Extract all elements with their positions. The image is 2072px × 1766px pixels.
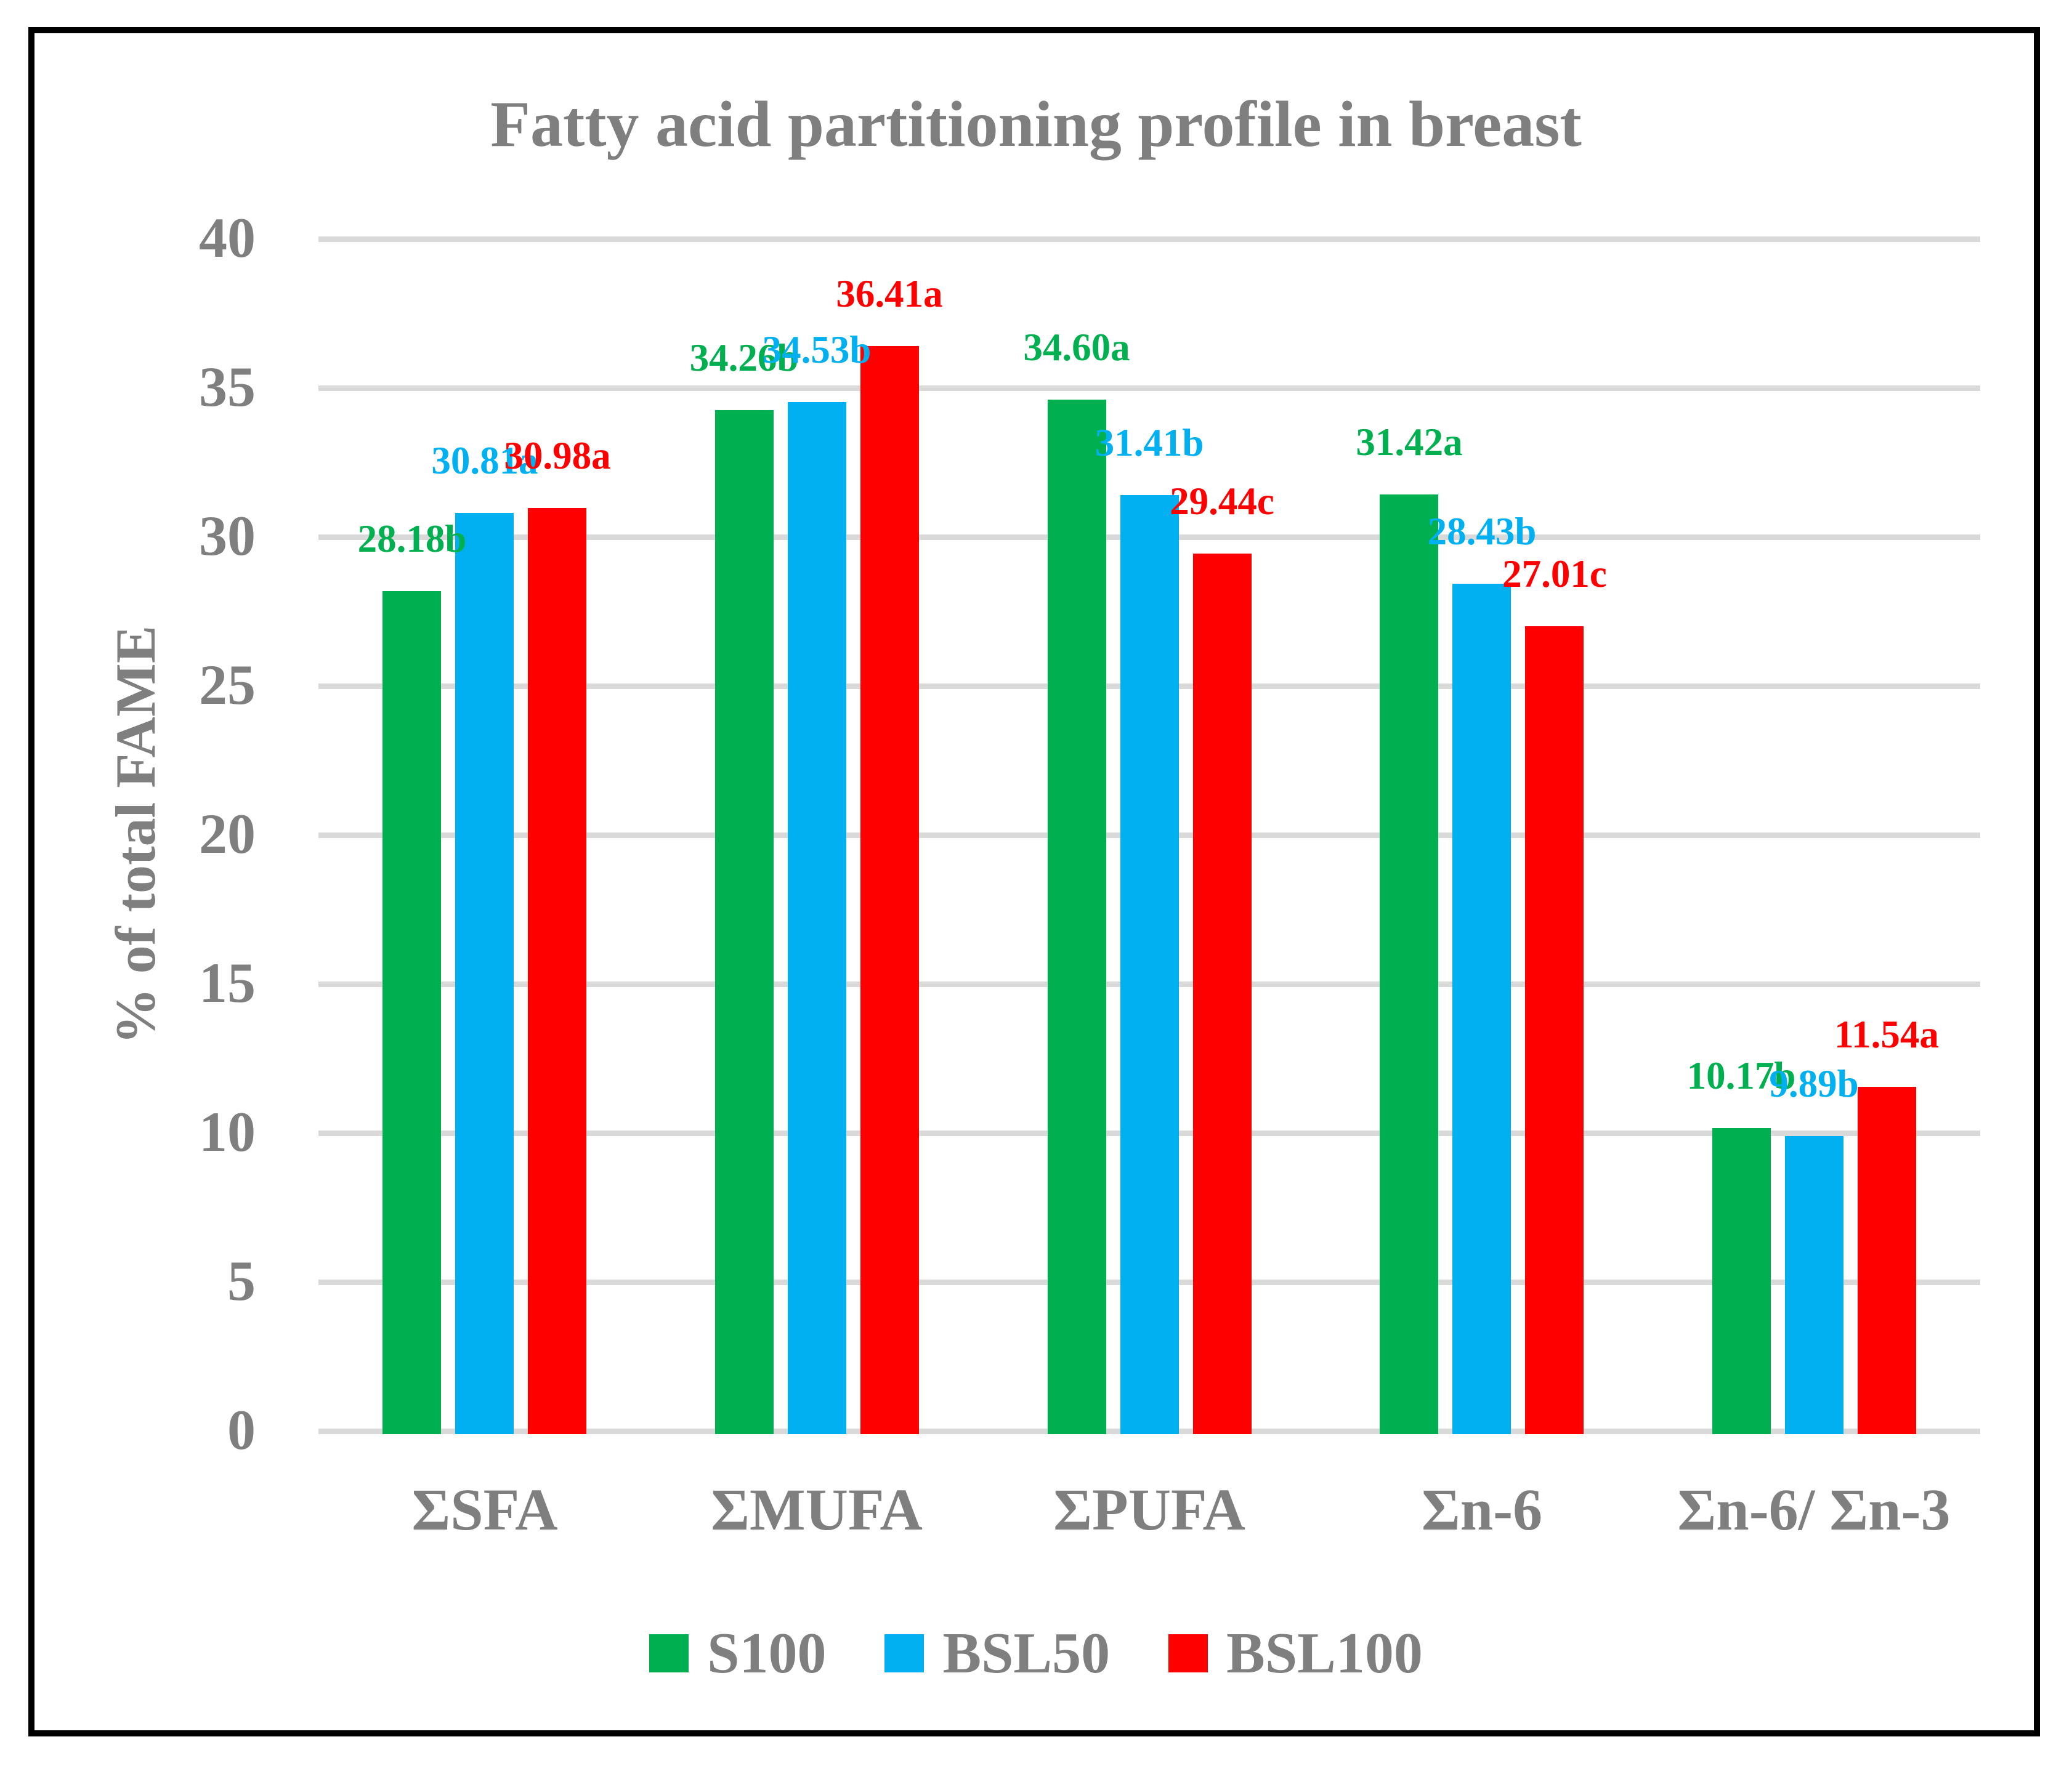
y-tick-30: 30 bbox=[199, 504, 256, 567]
bar-bsl50-4 bbox=[1785, 1136, 1843, 1434]
bar-s100-2 bbox=[1048, 400, 1106, 1434]
bar-bsl100-2 bbox=[1193, 554, 1252, 1434]
legend-item-s100: S100 bbox=[649, 1621, 826, 1685]
bar-s100-1 bbox=[715, 410, 774, 1434]
bar-s100-0 bbox=[382, 591, 441, 1434]
data-label-s100-1: 34.26b bbox=[689, 336, 799, 379]
x-label-3: Σn-6 bbox=[1421, 1477, 1543, 1542]
legend-item-bsl100: BSL100 bbox=[1168, 1621, 1423, 1685]
x-label-0: ΣSFA bbox=[411, 1477, 558, 1542]
bar-s100-3 bbox=[1380, 494, 1438, 1434]
data-label-bsl50-0: 30.81a bbox=[431, 439, 538, 482]
data-label-s100-3: 31.42a bbox=[1356, 421, 1463, 464]
data-label-s100-4: 10.17b bbox=[1686, 1054, 1796, 1097]
bar-bsl50-2 bbox=[1120, 495, 1179, 1434]
data-label-bsl50-1: 34.53b bbox=[762, 328, 872, 371]
legend-swatch-s100 bbox=[649, 1634, 689, 1672]
data-label-bsl100-1: 36.41a bbox=[836, 272, 943, 315]
bar-bsl100-4 bbox=[1858, 1087, 1916, 1434]
data-label-bsl100-3: 27.01c bbox=[1502, 552, 1607, 595]
data-label-bsl100-2: 29.44c bbox=[1170, 480, 1274, 523]
legend-swatch-bsl100 bbox=[1168, 1634, 1208, 1672]
data-label-bsl50-2: 31.41b bbox=[1095, 421, 1204, 464]
gridline-35 bbox=[318, 385, 1980, 391]
data-label-bsl100-0: 30.98a bbox=[504, 434, 611, 477]
gridline-40 bbox=[318, 236, 1980, 242]
legend-label-bsl100: BSL100 bbox=[1226, 1621, 1423, 1685]
chart-frame bbox=[28, 27, 2040, 1736]
y-tick-10: 10 bbox=[199, 1100, 256, 1163]
y-tick-35: 35 bbox=[199, 355, 256, 418]
bar-bsl50-3 bbox=[1452, 584, 1511, 1434]
legend-label-s100: S100 bbox=[707, 1621, 827, 1685]
x-label-2: ΣPUFA bbox=[1053, 1477, 1245, 1542]
x-label-1: ΣMUFA bbox=[711, 1477, 923, 1542]
x-label-4: Σn-6/ Σn-3 bbox=[1677, 1477, 1951, 1542]
bar-bsl50-1 bbox=[788, 402, 846, 1434]
bar-bsl50-0 bbox=[455, 513, 514, 1434]
y-tick-5: 5 bbox=[227, 1249, 256, 1312]
bar-bsl100-1 bbox=[860, 346, 919, 1434]
y-tick-15: 15 bbox=[199, 951, 256, 1014]
legend: S100 BSL50 BSL100 bbox=[0, 1619, 2072, 1687]
y-tick-25: 25 bbox=[199, 653, 256, 716]
chart-title: Fatty acid partitioning profile in breas… bbox=[490, 88, 1582, 160]
data-label-bsl100-4: 11.54a bbox=[1834, 1013, 1939, 1056]
data-label-bsl50-4: 9.89b bbox=[1769, 1062, 1859, 1105]
y-tick-40: 40 bbox=[199, 206, 256, 269]
bar-s100-4 bbox=[1712, 1128, 1771, 1434]
data-label-bsl50-3: 28.43b bbox=[1427, 510, 1537, 553]
y-tick-20: 20 bbox=[199, 802, 256, 865]
legend-label-bsl50: BSL50 bbox=[942, 1621, 1111, 1685]
legend-item-bsl50: BSL50 bbox=[884, 1621, 1110, 1685]
data-label-s100-2: 34.60a bbox=[1023, 326, 1130, 369]
y-tick-0: 0 bbox=[227, 1398, 256, 1461]
bar-bsl100-0 bbox=[528, 508, 586, 1434]
data-label-s100-0: 28.18b bbox=[357, 517, 467, 560]
bar-bsl100-3 bbox=[1525, 626, 1584, 1434]
legend-swatch-bsl50 bbox=[884, 1634, 925, 1672]
